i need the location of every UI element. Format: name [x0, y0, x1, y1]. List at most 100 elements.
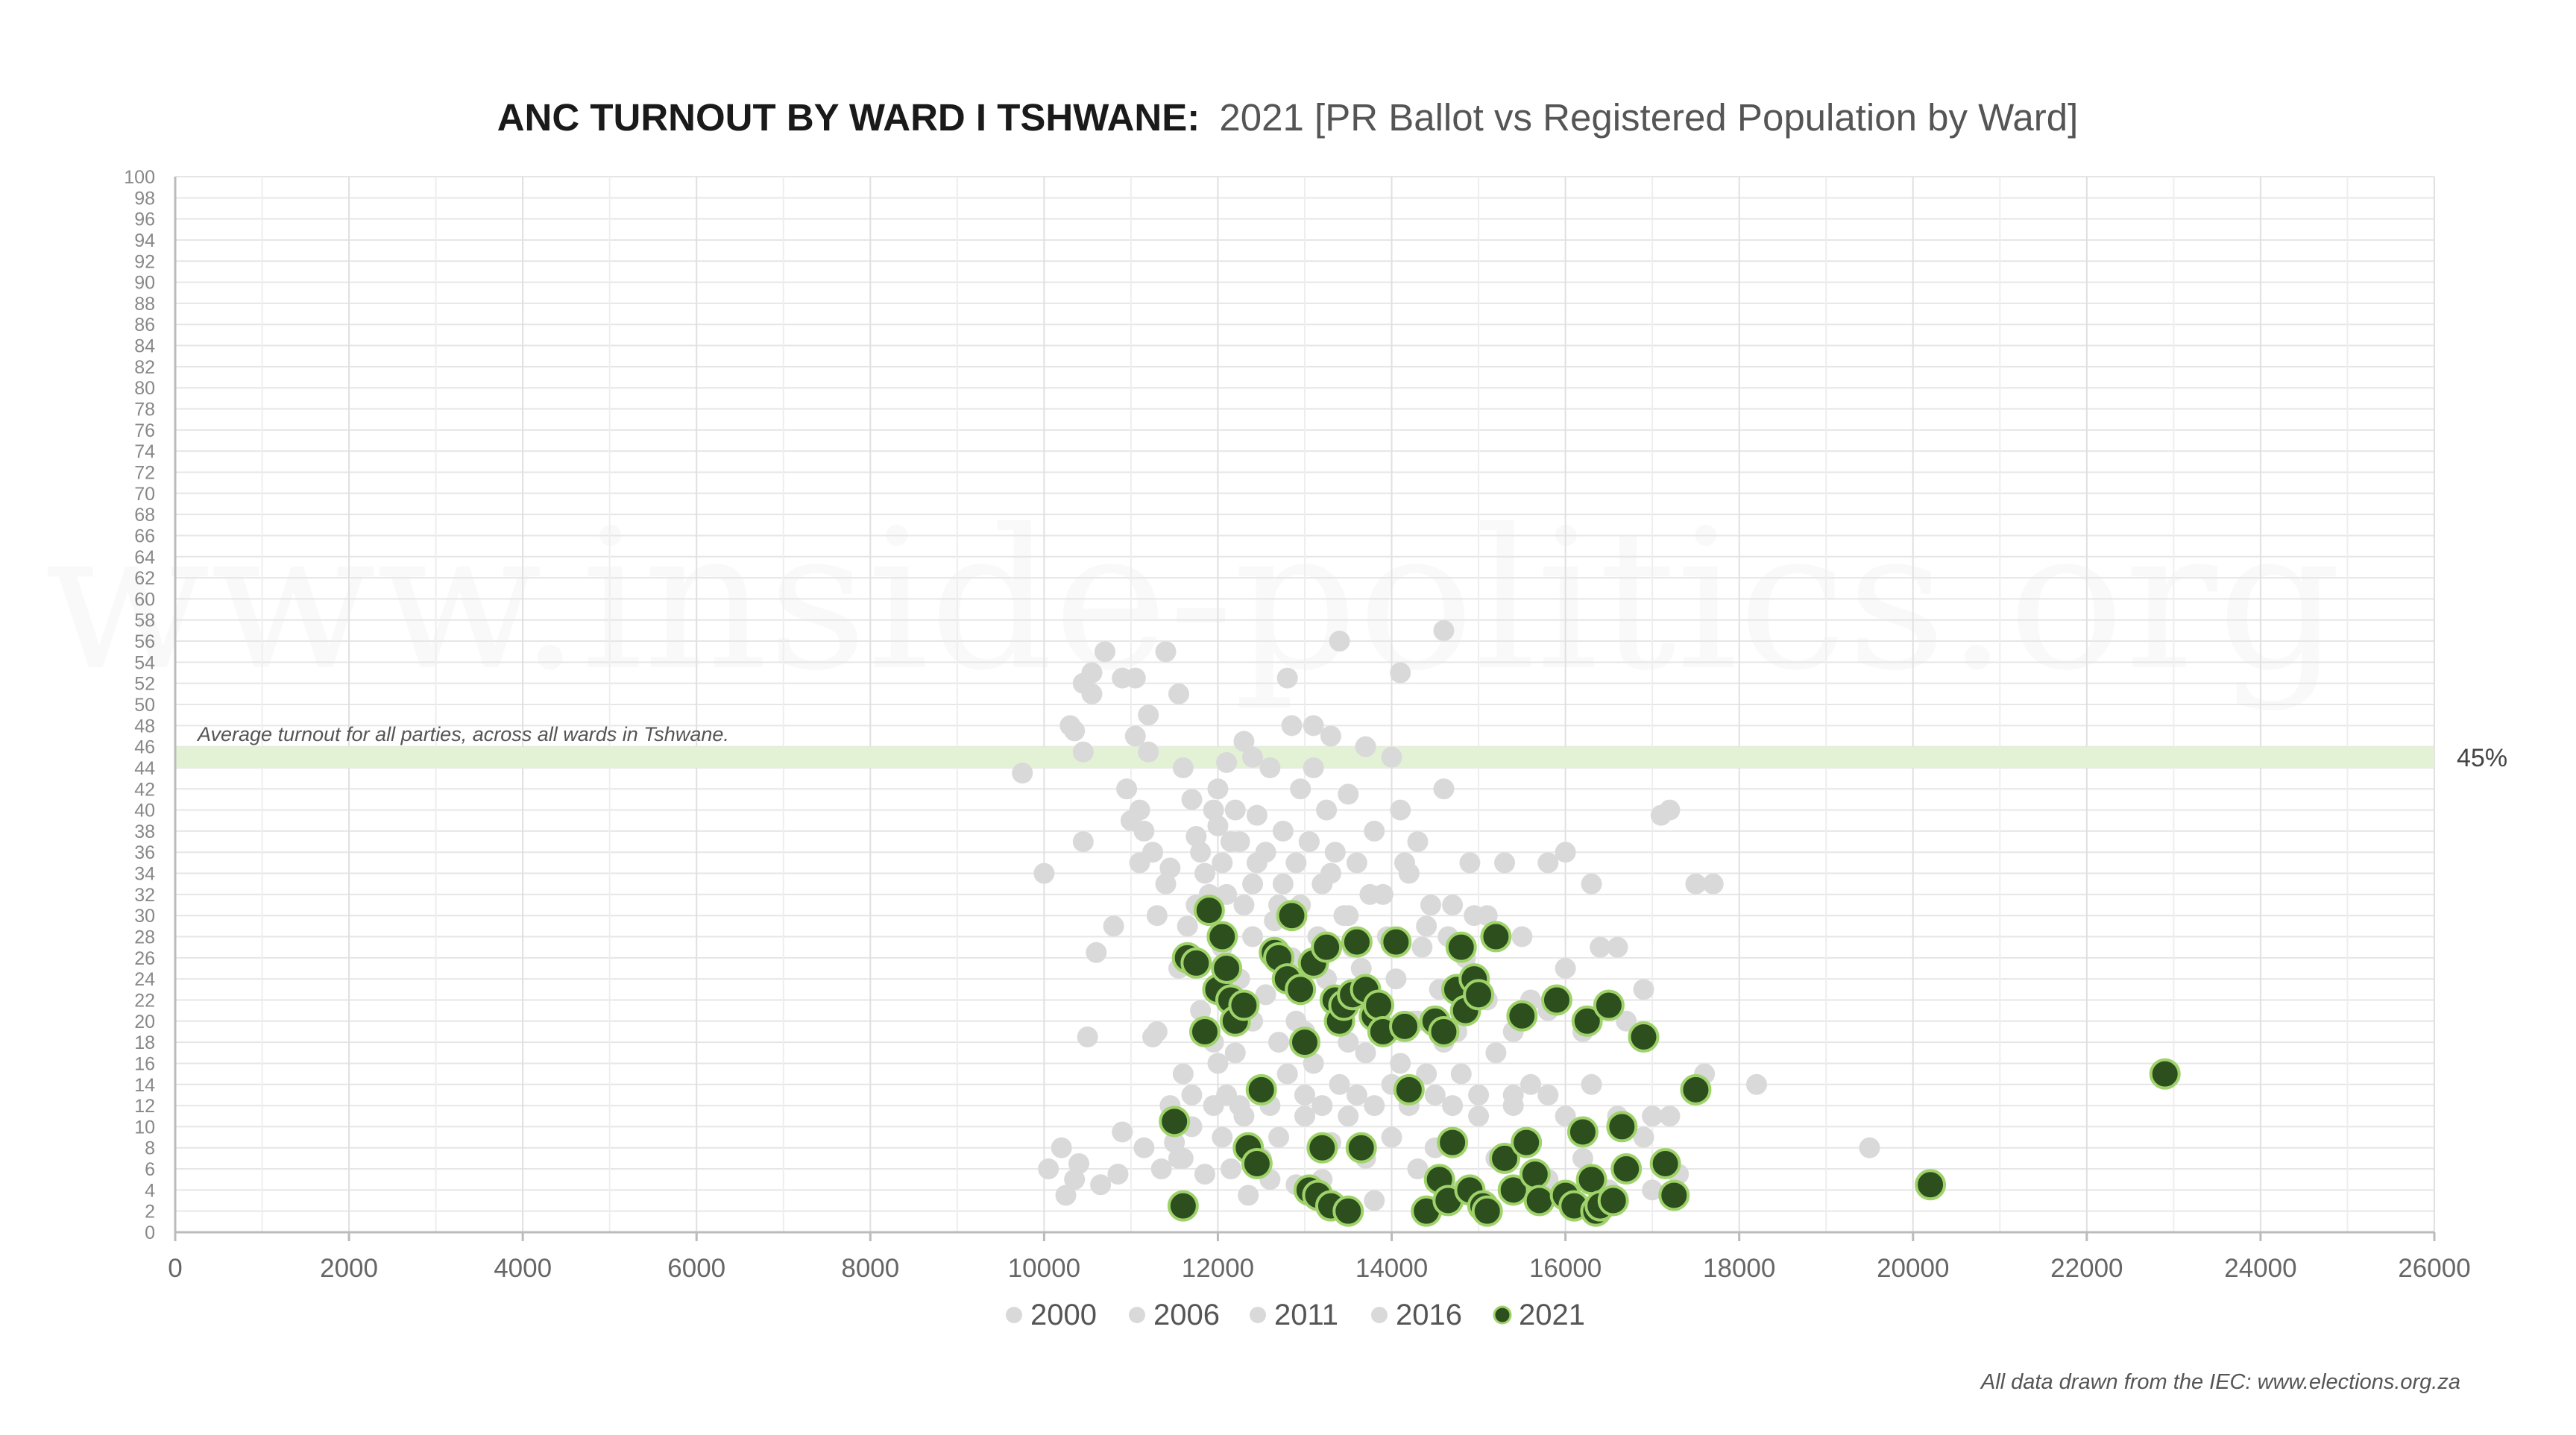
point-2011 — [1555, 958, 1576, 979]
point-2006 — [1355, 736, 1376, 757]
point-2000 — [1207, 778, 1229, 800]
point-2021 — [2149, 1058, 2181, 1090]
x-tick-label: 20000 — [1877, 1254, 1949, 1283]
y-tick-label: 66 — [134, 526, 155, 546]
plot-axes: 0246810121416182022242628303234363840424… — [124, 167, 2470, 1283]
y-tick-label: 56 — [134, 631, 155, 652]
y-tick-label: 88 — [134, 294, 155, 315]
point-2006 — [1381, 746, 1402, 768]
point-2006 — [1290, 778, 1311, 800]
point-2006 — [1224, 799, 1246, 821]
point-2021 — [1610, 1153, 1643, 1185]
x-tick-label: 2000 — [320, 1254, 378, 1283]
point-2011 — [1272, 873, 1294, 895]
point-2016 — [1450, 1063, 1472, 1085]
point-2016 — [1172, 1063, 1194, 1085]
point-2006 — [1494, 852, 1516, 874]
y-tick-label: 70 — [134, 484, 155, 505]
point-2016 — [1146, 1021, 1168, 1042]
point-2021 — [1680, 1073, 1712, 1106]
point-2000 — [1642, 1179, 1663, 1201]
y-tick-label: 6 — [145, 1159, 155, 1180]
average-turnout-label: 45% — [2457, 744, 2507, 772]
point-2011 — [1350, 958, 1372, 979]
y-tick-label: 36 — [134, 842, 155, 863]
y-tick-label: 58 — [134, 611, 155, 631]
point-2016 — [1303, 1053, 1324, 1074]
y-tick-label: 78 — [134, 400, 155, 420]
point-2006 — [1216, 751, 1238, 773]
point-2021 — [1575, 1164, 1607, 1196]
point-2011 — [1203, 799, 1224, 821]
point-2016 — [1581, 1073, 1602, 1095]
point-2011 — [1242, 926, 1264, 947]
point-2021 — [1363, 989, 1395, 1021]
point-2021 — [1497, 1174, 1529, 1206]
y-tick-label: 20 — [134, 1012, 155, 1032]
point-2021 — [1380, 926, 1412, 958]
point-2016 — [1442, 1095, 1464, 1117]
point-2006 — [1064, 720, 1086, 742]
point-2006 — [1702, 873, 1724, 895]
point-2016 — [1311, 1095, 1333, 1117]
point-2000 — [1150, 1158, 1172, 1180]
point-2006 — [1281, 715, 1303, 737]
point-2011 — [1155, 873, 1177, 895]
point-2011 — [1338, 905, 1359, 927]
point-2000 — [1138, 704, 1159, 726]
point-2016 — [1555, 1106, 1576, 1127]
point-2021 — [1628, 1021, 1660, 1053]
y-tick-label: 18 — [134, 1032, 155, 1053]
point-2021 — [1649, 1147, 1681, 1179]
point-2021 — [1332, 1195, 1364, 1227]
point-2016 — [1468, 1084, 1490, 1106]
point-2000 — [1364, 1190, 1385, 1211]
x-tick-label: 14000 — [1355, 1254, 1428, 1283]
point-2021 — [1471, 1195, 1503, 1227]
point-2011 — [1177, 915, 1198, 937]
point-2000 — [1012, 763, 1033, 784]
point-2021 — [1285, 974, 1317, 1006]
point-2021 — [1180, 947, 1212, 979]
y-tick-label: 28 — [134, 927, 155, 948]
point-2006 — [1320, 725, 1341, 747]
point-2011 — [1233, 895, 1255, 916]
point-2000 — [1212, 1126, 1233, 1148]
average-turnout-note: Average turnout for all parties, across … — [196, 723, 729, 745]
point-2006 — [1207, 815, 1229, 836]
point-2006 — [1555, 842, 1576, 863]
point-2011 — [1420, 895, 1441, 916]
point-2000 — [1220, 1158, 1241, 1180]
point-2021 — [1593, 989, 1625, 1021]
point-2016 — [1190, 1000, 1212, 1021]
point-2000 — [1390, 662, 1411, 684]
y-tick-label: 38 — [134, 821, 155, 842]
point-2000 — [1338, 1106, 1359, 1127]
point-2021 — [1506, 1000, 1538, 1032]
point-2006 — [1416, 915, 1437, 937]
legend-marker-2011 — [1250, 1307, 1266, 1323]
point-2000 — [1276, 667, 1298, 689]
point-2006 — [1124, 725, 1146, 747]
point-2000 — [1038, 1158, 1059, 1180]
point-2011 — [1385, 968, 1407, 990]
point-2016 — [1207, 1053, 1229, 1074]
y-tick-label: 12 — [134, 1096, 155, 1117]
point-2021 — [1311, 931, 1343, 963]
point-2021 — [1159, 1106, 1191, 1138]
point-2016 — [1485, 1042, 1507, 1064]
y-tick-label: 90 — [134, 273, 155, 294]
point-2006 — [1159, 857, 1181, 879]
point-2000 — [1072, 741, 1094, 763]
point-2000 — [1116, 778, 1138, 800]
x-tick-label: 6000 — [667, 1254, 725, 1283]
point-2000 — [1133, 1137, 1155, 1158]
average-turnout-band: Average turnout for all parties, across … — [175, 723, 2507, 772]
point-2011 — [1216, 883, 1238, 905]
point-2021 — [1276, 900, 1308, 932]
point-2016 — [1276, 1063, 1298, 1085]
point-2011 — [1616, 1010, 1637, 1032]
y-tick-label: 100 — [124, 167, 155, 188]
point-2021 — [1463, 979, 1495, 1011]
point-2021 — [1540, 984, 1572, 1016]
